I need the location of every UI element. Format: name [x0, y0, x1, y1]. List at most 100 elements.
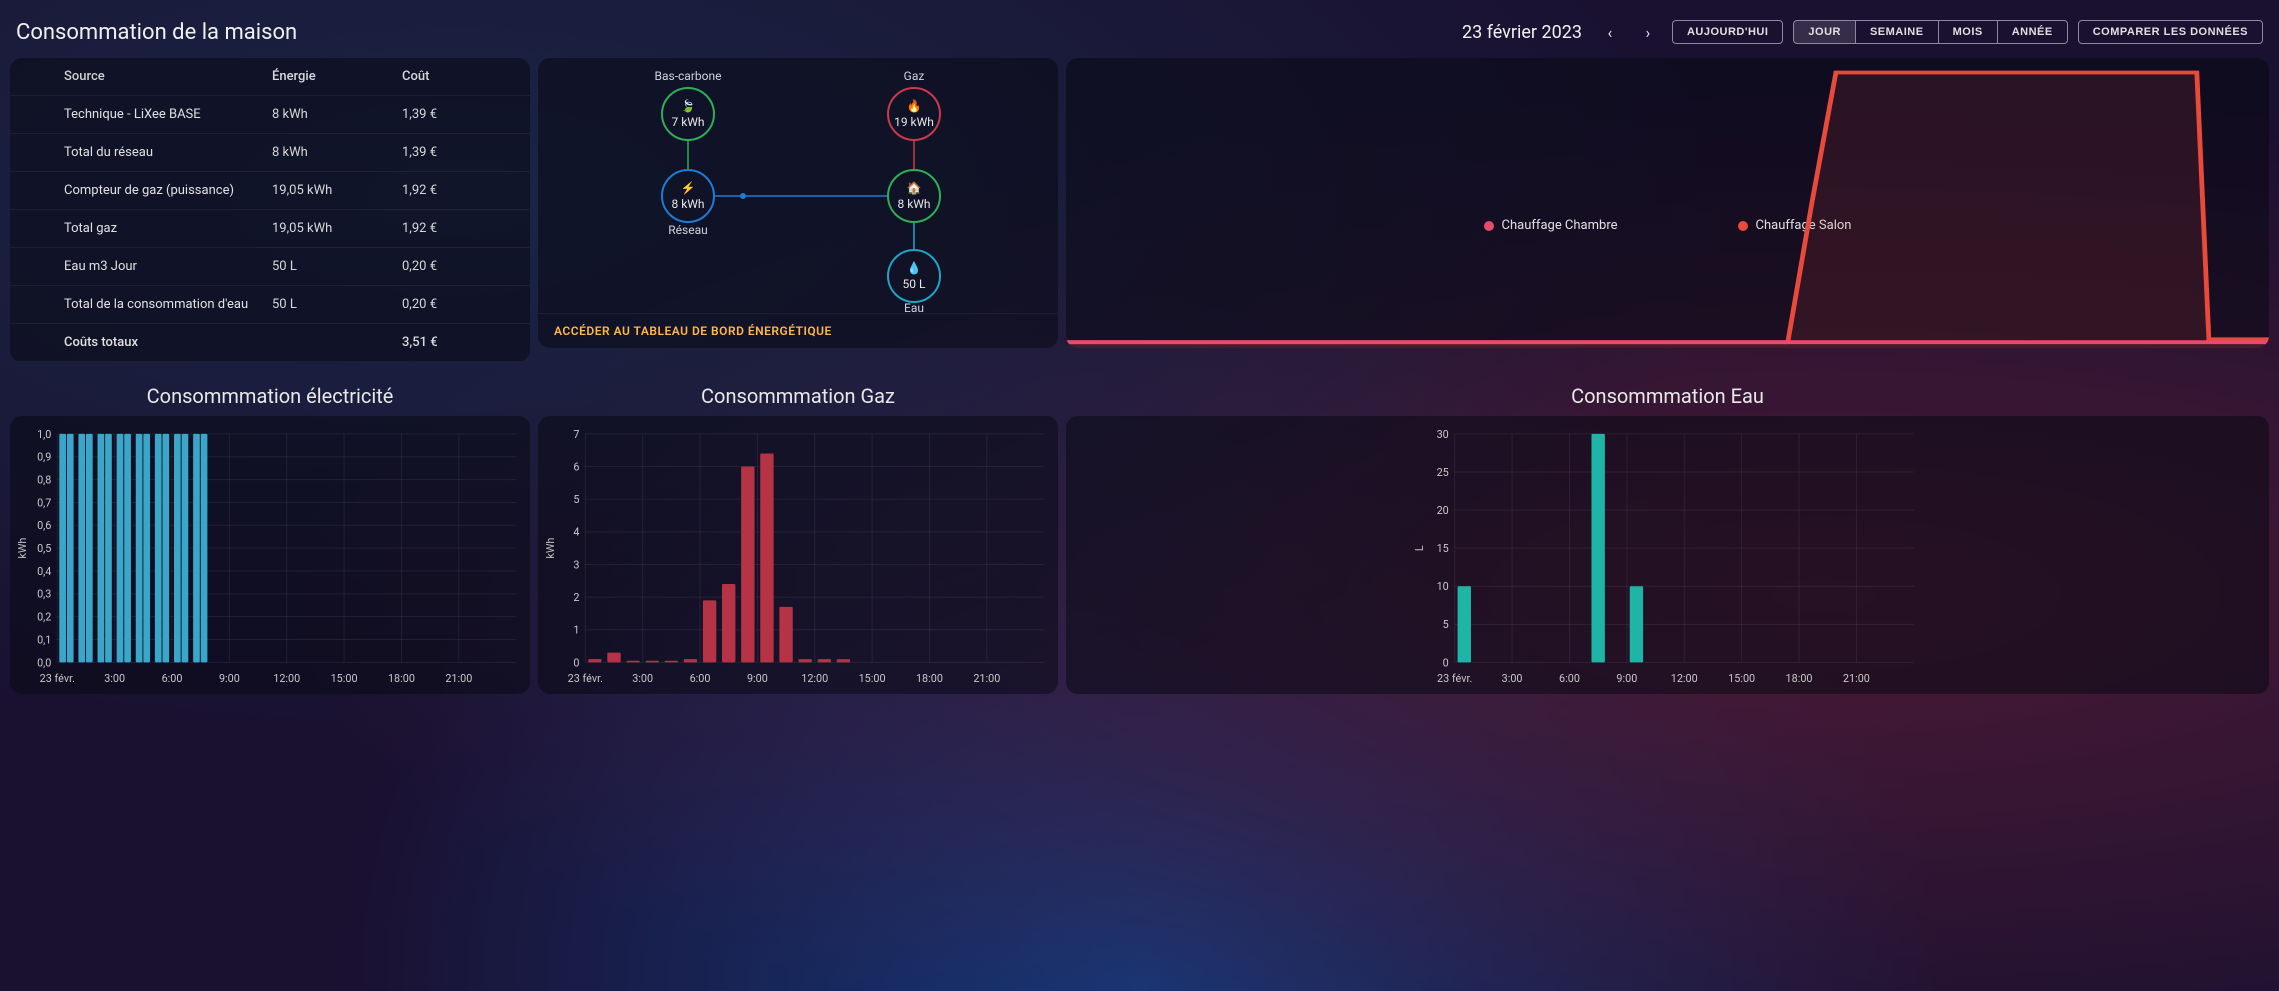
svg-text:15: 15	[1437, 542, 1449, 555]
range-tab-semaine[interactable]: SEMAINE	[1856, 21, 1939, 43]
svg-text:Bas-carbone: Bas-carbone	[655, 69, 722, 83]
heating-line-chart	[1066, 58, 2269, 348]
svg-text:8 kWh: 8 kWh	[897, 197, 930, 211]
svg-text:21:00: 21:00	[973, 672, 1000, 685]
table-row: Eau m3 Jour50 L0,20 €	[10, 248, 530, 286]
flame-icon: 🔥	[907, 99, 922, 113]
svg-text:3:00: 3:00	[1502, 672, 1523, 685]
today-button[interactable]: AUJOURD'HUI	[1672, 20, 1783, 44]
range-tab-annee[interactable]: ANNÉE	[1998, 21, 2067, 43]
table-row: Technique - LiXee BASE8 kWh1,39 €	[10, 96, 530, 134]
row-label: Technique - LiXee BASE	[64, 107, 272, 122]
svg-text:6:00: 6:00	[690, 672, 711, 685]
table-row: Compteur de gaz (puissance)19,05 kWh1,92…	[10, 172, 530, 210]
svg-text:21:00: 21:00	[1843, 672, 1870, 685]
svg-text:kWh: kWh	[16, 538, 29, 559]
svg-text:23 févr.: 23 févr.	[40, 672, 75, 685]
svg-text:6: 6	[573, 460, 579, 473]
row-energy: 8 kWh	[272, 107, 402, 122]
prev-day-button[interactable]: ‹	[1596, 18, 1624, 46]
section-title-gaz: Consommmation Gaz	[538, 384, 1058, 408]
svg-text:9:00: 9:00	[747, 672, 768, 685]
row-label: Compteur de gaz (puissance)	[64, 183, 272, 198]
eau-chart-card: 051015202530L23 févr.3:006:009:0012:0015…	[1066, 416, 2269, 694]
svg-text:0,6: 0,6	[37, 519, 51, 532]
svg-text:20: 20	[1437, 504, 1449, 517]
row-cost: 1,39 €	[402, 145, 512, 160]
svg-text:0: 0	[573, 656, 579, 669]
svg-text:3: 3	[573, 558, 579, 571]
row-cost: 1,39 €	[402, 107, 512, 122]
svg-text:Réseau: Réseau	[668, 223, 707, 237]
compare-button[interactable]: COMPARER LES DONNÉES	[2078, 20, 2263, 44]
svg-text:0,1: 0,1	[37, 633, 51, 646]
eau-bar-chart: 051015202530L23 févr.3:006:009:0012:0015…	[1070, 424, 2265, 690]
svg-text:15:00: 15:00	[1728, 672, 1755, 685]
svg-text:30: 30	[1437, 428, 1449, 441]
section-title-elec: Consommmation électricité	[10, 384, 530, 408]
range-tab-jour[interactable]: JOUR	[1794, 21, 1856, 43]
date-label: 23 février 2023	[1462, 22, 1582, 43]
svg-text:0,4: 0,4	[37, 565, 51, 578]
row-energy: 8 kWh	[272, 145, 402, 160]
table-row: Total du réseau8 kWh1,39 €	[10, 134, 530, 172]
svg-text:8 kWh: 8 kWh	[671, 197, 704, 211]
svg-text:0,5: 0,5	[37, 542, 51, 555]
range-tab-mois[interactable]: MOIS	[1939, 21, 1998, 43]
table-totals-row: Coûts totaux 3,51 €	[10, 324, 530, 362]
svg-text:9:00: 9:00	[1616, 672, 1637, 685]
row-label: Eau m3 Jour	[64, 259, 272, 274]
svg-text:0,8: 0,8	[37, 474, 51, 487]
row-cost: 0,20 €	[402, 297, 512, 312]
gaz-chart-card: 01234567kWh23 févr.3:006:009:0012:0015:0…	[538, 416, 1058, 694]
col-energy: Énergie	[272, 69, 402, 84]
heating-chart-card: Chauffage Chambre Chauffage Salon	[1066, 58, 2269, 348]
energy-flow-card: 🍃 7 kWh Bas-carbone 🔥 19 kWh Gaz ⚡ 8 kWh…	[538, 58, 1058, 348]
section-title-eau: Consommmation Eau	[1066, 384, 2269, 408]
svg-text:7: 7	[573, 428, 579, 441]
svg-text:6:00: 6:00	[1559, 672, 1580, 685]
home-icon: 🏠	[907, 181, 922, 195]
totals-label: Coûts totaux	[64, 335, 272, 350]
svg-text:0,7: 0,7	[37, 496, 51, 509]
svg-text:7 kWh: 7 kWh	[671, 115, 704, 129]
table-row: Total de la consommation d'eau50 L0,20 €	[10, 286, 530, 324]
energy-flow-svg: 🍃 7 kWh Bas-carbone 🔥 19 kWh Gaz ⚡ 8 kWh…	[538, 58, 1058, 313]
col-cost: Coût	[402, 69, 512, 84]
svg-text:19 kWh: 19 kWh	[894, 115, 934, 129]
svg-text:1,0: 1,0	[37, 428, 51, 441]
water-drop-icon: 💧	[907, 261, 922, 275]
svg-text:9:00: 9:00	[219, 672, 240, 685]
transmission-icon: ⚡	[681, 181, 696, 195]
svg-text:50 L: 50 L	[903, 277, 926, 291]
svg-text:6:00: 6:00	[162, 672, 183, 685]
svg-text:15:00: 15:00	[331, 672, 358, 685]
table-header-row: Source Énergie Coût	[10, 58, 530, 96]
svg-text:18:00: 18:00	[1786, 672, 1813, 685]
svg-text:L: L	[1413, 545, 1426, 551]
svg-text:Gaz: Gaz	[904, 69, 925, 83]
row-label: Total gaz	[64, 221, 272, 236]
header: Consommation de la maison 23 février 202…	[10, 10, 2269, 58]
header-controls: 23 février 2023 ‹ › AUJOURD'HUI JOUR SEM…	[1462, 18, 2263, 46]
next-day-button[interactable]: ›	[1634, 18, 1662, 46]
svg-text:0,0: 0,0	[37, 656, 51, 669]
svg-text:Eau: Eau	[904, 301, 924, 313]
svg-text:12:00: 12:00	[801, 672, 828, 685]
leaf-icon: 🍃	[681, 98, 696, 113]
svg-text:3:00: 3:00	[104, 672, 125, 685]
svg-text:5: 5	[1443, 618, 1449, 631]
svg-text:12:00: 12:00	[273, 672, 300, 685]
row-energy: 50 L	[272, 297, 402, 312]
energy-dashboard-link[interactable]: ACCÉDER AU TABLEAU DE BORD ÉNERGÉTIQUE	[538, 313, 1058, 348]
elec-bar-chart: 0,00,10,20,30,40,50,60,70,80,91,0kWh23 f…	[14, 424, 526, 690]
svg-text:0,2: 0,2	[37, 611, 51, 624]
svg-text:10: 10	[1437, 580, 1449, 593]
svg-text:2: 2	[573, 591, 579, 604]
svg-text:5: 5	[573, 493, 579, 506]
row-cost: 1,92 €	[402, 221, 512, 236]
page-title: Consommation de la maison	[16, 20, 297, 45]
svg-text:0,9: 0,9	[37, 451, 51, 464]
row-energy: 19,05 kWh	[272, 183, 402, 198]
table-row: Total gaz19,05 kWh1,92 €	[10, 210, 530, 248]
